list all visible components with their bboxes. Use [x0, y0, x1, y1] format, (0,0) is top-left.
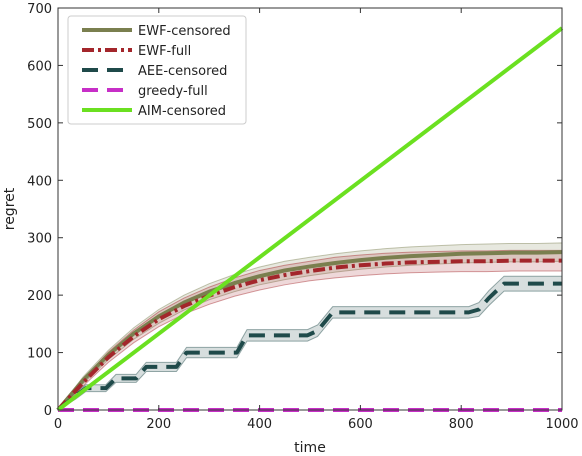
x-tick-label: 800: [449, 417, 474, 432]
y-axis-title: regret: [2, 187, 18, 230]
ewf-full-line: [56, 258, 562, 412]
legend-label-ewf-censored: EWF-censored: [138, 24, 231, 39]
y-tick-label: 200: [27, 289, 52, 304]
x-tick-label: 200: [146, 417, 171, 432]
y-tick-label: 500: [27, 117, 52, 132]
legend-label-ewf-full: EWF-full: [138, 44, 191, 59]
x-tick-label: 0: [54, 417, 62, 432]
aim-censored-line: [56, 26, 564, 412]
aee-censored-line: [56, 281, 562, 412]
y-tick-label: 0: [44, 404, 52, 419]
x-tick-label: 600: [348, 417, 373, 432]
y-tick-label: 400: [27, 174, 52, 189]
x-tick-label: 1000: [545, 417, 578, 432]
ewf-censored-line: [56, 250, 563, 412]
legend-box: [67, 15, 247, 125]
x-axis-title: time: [294, 440, 326, 456]
y-tick-label: 300: [27, 232, 52, 247]
legend: EWF-censored EWF-full AEE-censored greedy-f…: [67, 15, 247, 125]
y-tick-label: 600: [27, 59, 52, 74]
legend-label-aim-censored: AIM-censored: [138, 104, 226, 119]
legend-label-aee-censored: AEE-censored: [138, 64, 227, 79]
legend-label-greedy-full: greedy-full: [138, 84, 208, 99]
y-tick-label: 100: [27, 347, 52, 362]
x-tick-label: 400: [247, 417, 272, 432]
plot-frame: [57, 7, 563, 411]
y-tick-label: 700: [27, 2, 52, 17]
